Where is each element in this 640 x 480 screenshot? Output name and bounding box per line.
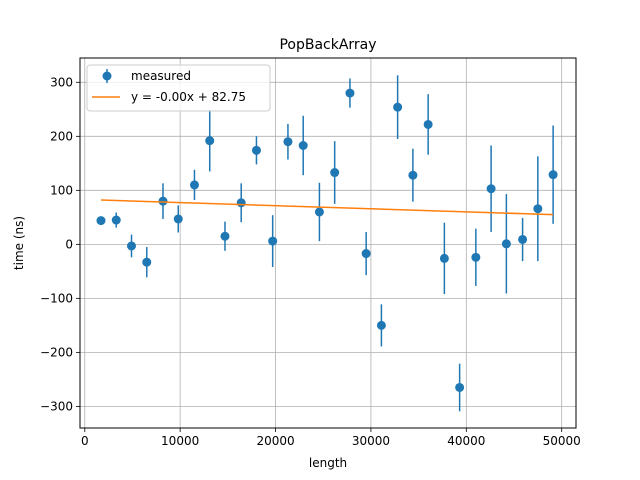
data-point (548, 170, 558, 180)
data-point (423, 119, 433, 129)
data-point (393, 102, 403, 112)
data-point (220, 231, 230, 241)
x-axis-label: length (309, 456, 347, 470)
legend: measured y = -0.00x + 82.75 (86, 64, 271, 112)
x-tick-label: 20000 (256, 434, 294, 448)
data-point (376, 320, 386, 330)
data-point (268, 236, 278, 246)
x-tick-label: 0 (81, 434, 89, 448)
data-point (330, 168, 340, 178)
y-tick-label: 300 (50, 75, 73, 89)
x-tick-label: 10000 (161, 434, 199, 448)
y-tick-label: −300 (40, 399, 73, 413)
data-point (96, 216, 106, 226)
data-point (298, 141, 308, 151)
data-point (533, 204, 543, 214)
data-point (283, 137, 293, 147)
x-tick-label: 30000 (352, 434, 390, 448)
data-point (455, 382, 465, 392)
data-point (314, 207, 324, 217)
data-point (127, 241, 137, 251)
y-tick-label: −100 (40, 291, 73, 305)
data-point (361, 249, 371, 259)
x-tick-label: 50000 (543, 434, 581, 448)
y-axis-label: time (ns) (12, 216, 26, 270)
data-point (236, 198, 246, 208)
fit-line (100, 199, 554, 216)
y-tick-label: 200 (50, 129, 73, 143)
data-point (142, 257, 152, 267)
series-layer (96, 75, 558, 412)
data-point (158, 196, 168, 206)
data-point (251, 145, 261, 155)
legend-label-fit: y = -0.00x + 82.75 (131, 90, 246, 104)
data-point (486, 184, 496, 194)
data-point (501, 239, 511, 249)
data-point (189, 180, 199, 190)
y-tick-label: 0 (65, 237, 73, 251)
legend-box (86, 64, 271, 112)
data-point (439, 253, 449, 263)
data-point (408, 170, 418, 180)
x-axis: 0 10000 20000 30000 40000 50000 (81, 428, 581, 448)
plot-frame (79, 57, 577, 429)
data-point (173, 214, 183, 224)
y-axis: −300 −200 −100 0 100 200 300 (40, 75, 80, 413)
data-point (345, 88, 355, 98)
data-point (111, 215, 121, 225)
data-point (471, 252, 481, 262)
legend-label-measured: measured (131, 69, 191, 83)
y-tick-label: 100 (50, 183, 73, 197)
chart-title: PopBackArray (279, 37, 376, 53)
y-tick-label: −200 (40, 345, 73, 359)
x-tick-label: 40000 (447, 434, 485, 448)
data-point (518, 234, 528, 244)
data-point (205, 136, 215, 146)
